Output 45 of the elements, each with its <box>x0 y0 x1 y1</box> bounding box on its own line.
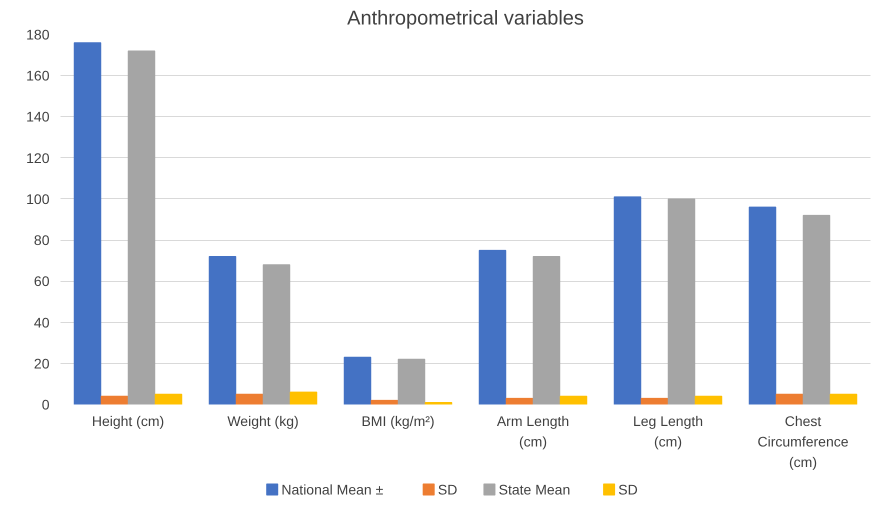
y-tick-label: 120 <box>26 150 50 166</box>
bar <box>128 50 156 404</box>
chart-title: Anthropometrical variables <box>347 8 584 30</box>
bar <box>262 264 290 404</box>
bar <box>100 396 128 404</box>
bar <box>478 250 506 404</box>
legend-label: State Mean <box>498 482 570 498</box>
bar <box>668 198 696 404</box>
bar <box>154 394 182 404</box>
y-tick-label: 60 <box>34 273 50 290</box>
bar <box>398 358 426 404</box>
y-tick-label: 100 <box>26 190 50 207</box>
legend-label: National Mean ± <box>281 482 384 498</box>
bar <box>614 196 642 404</box>
bar <box>236 394 264 404</box>
bar <box>370 400 398 404</box>
y-tick-label: 20 <box>34 355 50 372</box>
bar <box>74 42 102 404</box>
legend-label: SD <box>618 482 638 498</box>
bar <box>506 398 534 404</box>
bar <box>748 206 776 404</box>
y-tick-label: 160 <box>26 68 50 84</box>
x-tick-label: Chest Circumference (cm) <box>757 412 849 470</box>
bar <box>290 392 318 404</box>
y-tick-label: 80 <box>34 232 50 248</box>
bar <box>208 256 236 404</box>
y-tick-label: 180 <box>26 26 50 42</box>
bar <box>344 356 372 404</box>
bar <box>830 394 858 404</box>
bar <box>694 396 722 404</box>
bar <box>560 396 588 404</box>
bar <box>424 402 452 404</box>
y-tick-label: 140 <box>26 108 50 125</box>
y-tick-label: 40 <box>34 314 50 330</box>
x-tick-label: Leg Length (cm) <box>632 412 704 450</box>
x-tick-label: BMI (kg/m²) <box>361 412 435 429</box>
x-tick-label: Height (cm) <box>92 412 164 429</box>
bar <box>776 394 804 404</box>
bar <box>802 214 830 404</box>
bar <box>640 398 668 404</box>
x-tick-label: Weight (kg) <box>227 412 299 429</box>
legend-label: SD <box>438 482 458 498</box>
y-tick-label: 0 <box>42 396 50 412</box>
x-tick-label: Arm Length (cm) <box>496 412 570 450</box>
bar <box>532 256 560 404</box>
